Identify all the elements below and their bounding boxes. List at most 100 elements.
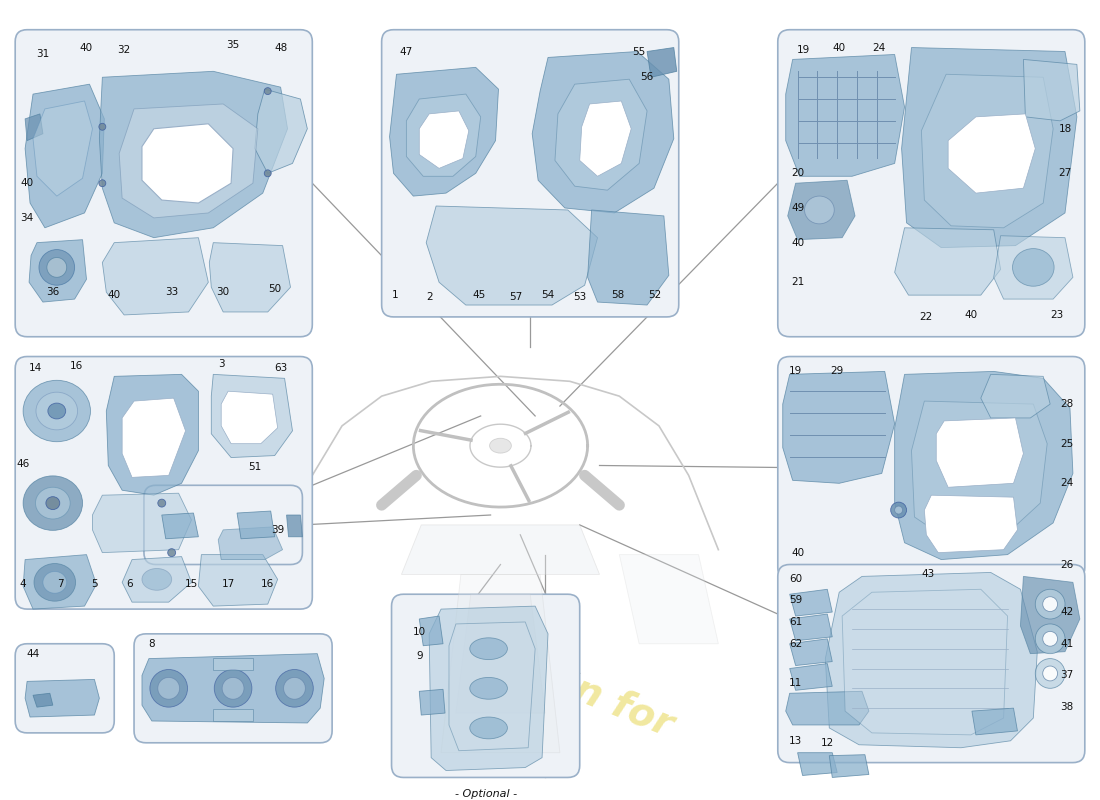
Ellipse shape — [167, 549, 176, 557]
FancyBboxPatch shape — [15, 357, 312, 609]
Text: 30: 30 — [217, 287, 230, 297]
Text: 25: 25 — [1060, 438, 1074, 449]
Polygon shape — [236, 511, 275, 538]
Text: 43: 43 — [922, 570, 935, 579]
Ellipse shape — [35, 487, 70, 519]
Polygon shape — [119, 104, 257, 218]
Polygon shape — [209, 242, 290, 312]
Text: a passion for: a passion for — [402, 602, 679, 744]
Text: 37: 37 — [1060, 670, 1074, 681]
Polygon shape — [213, 709, 253, 721]
FancyBboxPatch shape — [778, 565, 1085, 762]
Text: 24: 24 — [1060, 478, 1074, 488]
Text: 60: 60 — [789, 574, 802, 584]
Text: 32: 32 — [118, 45, 131, 54]
Polygon shape — [33, 101, 92, 196]
Text: 51: 51 — [249, 462, 262, 473]
Text: 52: 52 — [648, 290, 661, 300]
Ellipse shape — [99, 180, 106, 186]
FancyBboxPatch shape — [134, 634, 332, 742]
Text: 4: 4 — [20, 579, 26, 590]
Text: 13: 13 — [789, 736, 802, 746]
Polygon shape — [912, 401, 1047, 540]
FancyBboxPatch shape — [15, 30, 312, 337]
Polygon shape — [441, 574, 560, 753]
Ellipse shape — [891, 502, 906, 518]
Ellipse shape — [1035, 590, 1065, 619]
Polygon shape — [25, 114, 43, 141]
Text: 49: 49 — [791, 203, 804, 213]
Polygon shape — [162, 513, 198, 538]
Text: 36: 36 — [46, 287, 59, 297]
Text: 59: 59 — [789, 595, 802, 605]
Polygon shape — [213, 658, 253, 670]
Ellipse shape — [46, 497, 59, 510]
Text: 28: 28 — [1060, 399, 1074, 409]
Ellipse shape — [142, 569, 172, 590]
Polygon shape — [389, 67, 498, 196]
Text: 12: 12 — [821, 738, 834, 748]
FancyBboxPatch shape — [778, 30, 1085, 337]
Polygon shape — [587, 210, 669, 305]
Text: 14: 14 — [29, 363, 42, 374]
Polygon shape — [790, 638, 833, 666]
Polygon shape — [790, 590, 833, 616]
Polygon shape — [102, 238, 208, 315]
Polygon shape — [825, 573, 1037, 748]
Ellipse shape — [1043, 631, 1057, 646]
Polygon shape — [981, 374, 1050, 418]
Polygon shape — [198, 554, 277, 606]
Polygon shape — [419, 690, 446, 715]
Polygon shape — [221, 391, 277, 444]
Polygon shape — [790, 614, 833, 641]
Text: 31: 31 — [36, 50, 50, 59]
Polygon shape — [287, 515, 303, 537]
Polygon shape — [92, 494, 191, 553]
Text: 33: 33 — [165, 287, 178, 297]
FancyBboxPatch shape — [144, 486, 302, 565]
Ellipse shape — [470, 678, 507, 699]
Text: 27: 27 — [1058, 168, 1071, 178]
Polygon shape — [218, 527, 283, 559]
Text: 5: 5 — [91, 579, 98, 590]
Polygon shape — [788, 180, 855, 240]
Polygon shape — [532, 51, 674, 213]
Text: 24: 24 — [872, 42, 886, 53]
Text: 7: 7 — [57, 579, 64, 590]
Ellipse shape — [264, 170, 272, 177]
FancyBboxPatch shape — [382, 30, 679, 317]
Ellipse shape — [276, 670, 314, 707]
Text: 34: 34 — [21, 213, 34, 223]
Polygon shape — [619, 554, 718, 644]
Polygon shape — [894, 228, 1001, 295]
Ellipse shape — [284, 678, 306, 699]
Polygon shape — [785, 54, 904, 176]
Text: 17: 17 — [221, 579, 234, 590]
Polygon shape — [948, 114, 1035, 193]
Ellipse shape — [1043, 597, 1057, 611]
Polygon shape — [798, 753, 837, 775]
Text: 20: 20 — [791, 168, 804, 178]
Text: 6: 6 — [125, 579, 132, 590]
Text: 40: 40 — [965, 310, 978, 320]
Polygon shape — [426, 206, 597, 305]
Ellipse shape — [34, 563, 76, 601]
Polygon shape — [406, 94, 481, 176]
Polygon shape — [993, 236, 1072, 299]
Text: 3: 3 — [218, 359, 224, 370]
Polygon shape — [142, 124, 233, 203]
Polygon shape — [402, 525, 600, 574]
Text: 48: 48 — [274, 42, 287, 53]
Polygon shape — [647, 47, 676, 78]
Text: 40: 40 — [108, 290, 121, 300]
Polygon shape — [122, 557, 191, 602]
Text: 56: 56 — [640, 72, 653, 82]
Ellipse shape — [490, 438, 512, 453]
Text: 23: 23 — [1050, 310, 1064, 320]
Text: 42: 42 — [1060, 607, 1074, 617]
Polygon shape — [449, 622, 535, 750]
Ellipse shape — [150, 670, 187, 707]
Polygon shape — [419, 616, 443, 646]
Text: 9: 9 — [416, 650, 422, 661]
Polygon shape — [107, 374, 198, 495]
